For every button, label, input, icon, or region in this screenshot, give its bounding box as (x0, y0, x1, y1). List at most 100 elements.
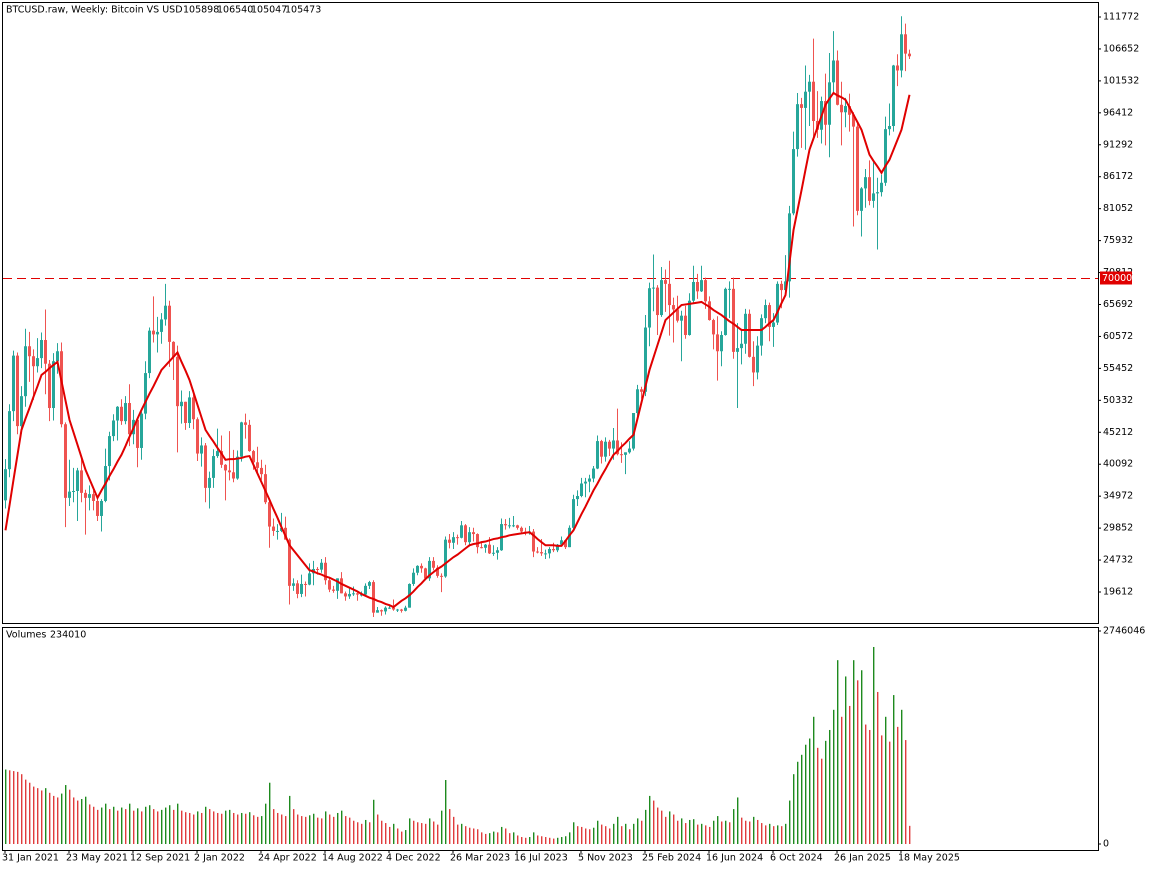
candle-body (704, 280, 707, 302)
volume-bar (297, 814, 299, 844)
candle-body (720, 335, 723, 352)
volume-bar (177, 803, 179, 844)
volume-bar (337, 812, 339, 844)
volume-bar (801, 754, 803, 844)
candle-body (640, 389, 643, 392)
candle-body (352, 593, 355, 595)
volume-bar (217, 812, 219, 844)
candle-body (244, 422, 247, 425)
candle-body (620, 454, 623, 456)
candle-body (316, 568, 319, 570)
candle-body (228, 470, 231, 473)
candle-body (172, 341, 175, 357)
y-tick-label: 40092 (1103, 459, 1133, 470)
candle-body (736, 348, 739, 352)
candle-body (520, 527, 523, 532)
y-tick-label: 101532 (1103, 75, 1139, 86)
candle-body (800, 104, 803, 108)
candle-body (152, 330, 155, 335)
candle-body (236, 456, 239, 479)
volume-bar (557, 837, 559, 844)
candle-body (216, 451, 219, 457)
volume-bar (741, 817, 743, 844)
volume-bar (341, 810, 343, 844)
candle-body (508, 525, 511, 527)
volume-bar (553, 838, 555, 844)
volume-bar (249, 812, 251, 844)
candle-body (788, 213, 791, 282)
volume-bar (853, 660, 855, 844)
volume-bar (429, 818, 431, 844)
volume-bar (461, 823, 463, 844)
volume-bar (305, 816, 307, 844)
volume-bar (345, 816, 347, 844)
candle-body (156, 331, 159, 335)
volume-bar (677, 820, 679, 844)
volume-bar (729, 822, 731, 844)
candle-body (780, 283, 783, 291)
candle-body (672, 305, 675, 310)
volume-bar (469, 827, 471, 844)
volume-bar (121, 807, 123, 844)
volume-bar (733, 809, 735, 844)
volume-bar (597, 820, 599, 844)
header-low: 105047 (251, 5, 287, 16)
candle-body (636, 389, 639, 414)
volume-bar (817, 747, 819, 844)
candle-body (764, 305, 767, 319)
candle-body (444, 539, 447, 577)
candle-body (4, 469, 7, 501)
candle-body (324, 562, 327, 581)
volume-bar (49, 792, 51, 844)
level-label-box (1100, 271, 1132, 285)
candle-body (852, 114, 855, 127)
volume-bar (609, 828, 611, 844)
volume-bar (493, 831, 495, 844)
candle-body (448, 539, 451, 543)
candle-body (368, 582, 371, 586)
candle-body (468, 532, 471, 543)
volume-bar (285, 816, 287, 844)
volume-bar (233, 812, 235, 844)
candle-body (260, 467, 263, 475)
candle-body (572, 499, 575, 528)
volume-bar (113, 806, 115, 844)
volume-bar (73, 797, 75, 844)
candle-body (712, 320, 715, 335)
candle-body (372, 582, 375, 613)
candle-body (56, 351, 59, 362)
volume-bar (857, 680, 859, 844)
volume-bar (77, 800, 79, 844)
candle-body (208, 477, 211, 488)
y-tick-label: 45212 (1103, 427, 1133, 438)
x-tick-label: 23 May 2021 (66, 853, 128, 864)
candle-body (612, 440, 615, 449)
candle-body (556, 544, 559, 551)
candle-body (220, 451, 223, 465)
volume-bar (149, 805, 151, 844)
candle-body (888, 126, 891, 130)
candle-body (404, 607, 407, 611)
volume-bar (365, 819, 367, 844)
volume-bar (877, 691, 879, 844)
volume-title: Volumes (6, 630, 46, 641)
candle-body (264, 474, 267, 503)
candle-body (16, 355, 19, 427)
volume-bar (41, 790, 43, 844)
candle-body (832, 60, 835, 83)
candle-body (356, 593, 359, 595)
header-open: 105898 (183, 5, 219, 16)
volume-bar (273, 809, 275, 844)
volume-bar (145, 806, 147, 844)
volume-bar (45, 788, 47, 844)
volume-bar (881, 735, 883, 844)
volume-bar (849, 705, 851, 844)
candle-body (188, 397, 191, 423)
candle-body (840, 104, 843, 113)
volume-bar (401, 831, 403, 844)
volume-bar (13, 771, 15, 844)
volume-bar (653, 800, 655, 844)
candle-body (288, 539, 291, 586)
candle-body (900, 34, 903, 71)
